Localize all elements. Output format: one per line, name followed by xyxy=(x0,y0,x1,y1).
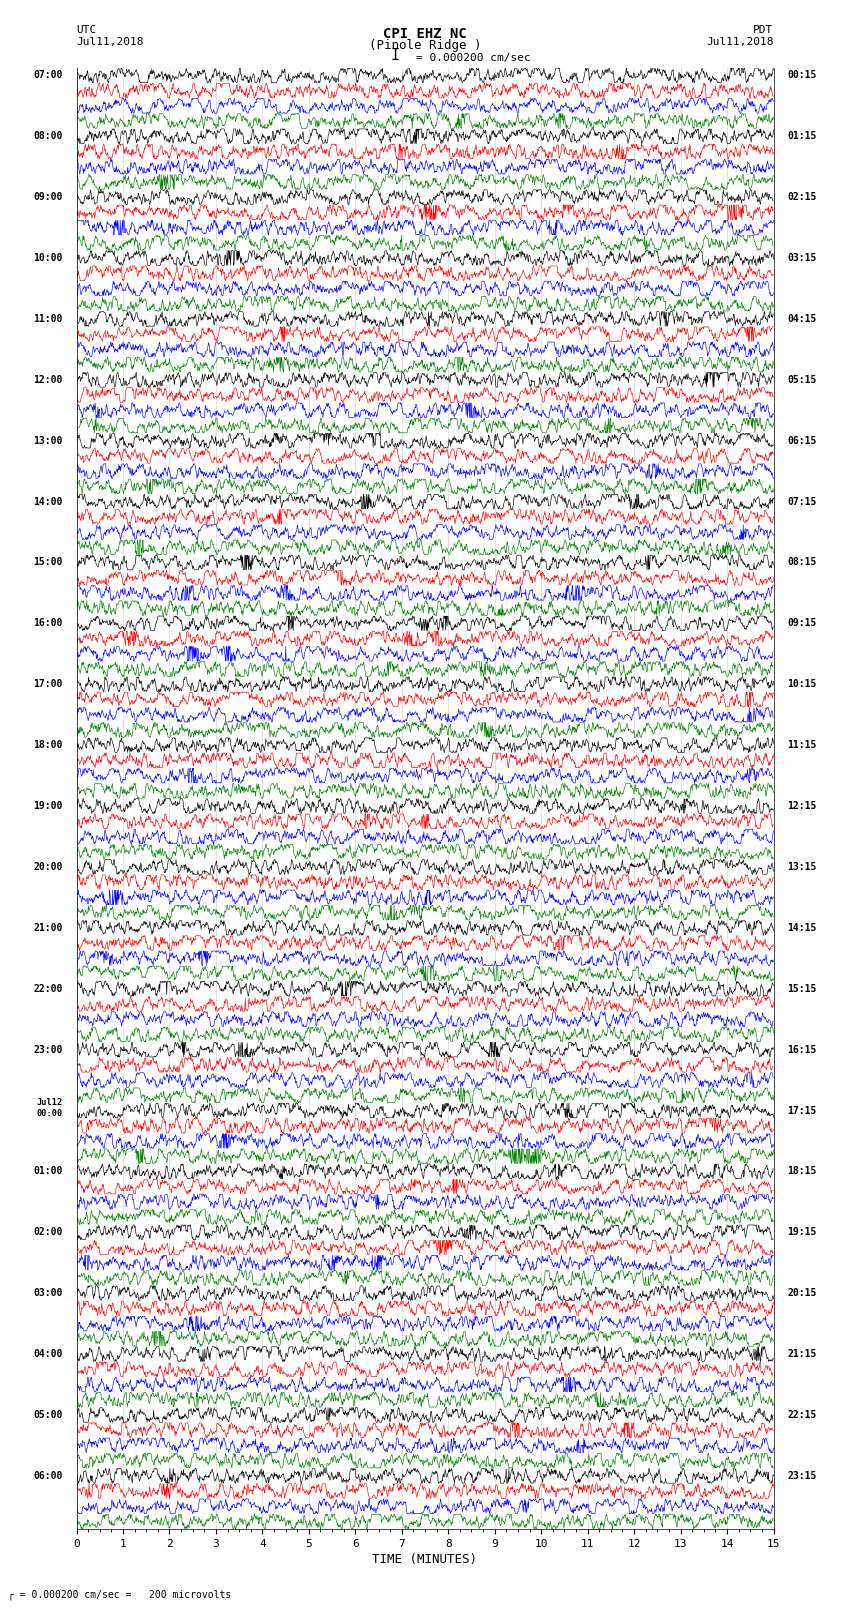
Text: 18:15: 18:15 xyxy=(787,1166,817,1176)
Text: 23:15: 23:15 xyxy=(787,1471,817,1481)
Text: PDT: PDT xyxy=(753,26,774,35)
Text: 00:15: 00:15 xyxy=(787,71,817,81)
Text: 09:15: 09:15 xyxy=(787,618,817,629)
Text: 13:00: 13:00 xyxy=(33,436,63,445)
Text: 12:15: 12:15 xyxy=(787,802,817,811)
Text: 17:00: 17:00 xyxy=(33,679,63,689)
X-axis label: TIME (MINUTES): TIME (MINUTES) xyxy=(372,1553,478,1566)
Text: = 0.000200 cm/sec: = 0.000200 cm/sec xyxy=(416,53,531,63)
Text: UTC: UTC xyxy=(76,26,97,35)
Text: 06:15: 06:15 xyxy=(787,436,817,445)
Text: 01:00: 01:00 xyxy=(33,1166,63,1176)
Text: 22:00: 22:00 xyxy=(33,984,63,994)
Text: 10:15: 10:15 xyxy=(787,679,817,689)
Text: 15:15: 15:15 xyxy=(787,984,817,994)
Text: 00:00: 00:00 xyxy=(37,1110,63,1118)
Text: Jul12: Jul12 xyxy=(37,1098,63,1108)
Text: ┌ = 0.000200 cm/sec =   200 microvolts: ┌ = 0.000200 cm/sec = 200 microvolts xyxy=(8,1589,232,1600)
Text: 14:00: 14:00 xyxy=(33,497,63,506)
Text: 03:15: 03:15 xyxy=(787,253,817,263)
Text: 21:15: 21:15 xyxy=(787,1348,817,1360)
Text: 16:15: 16:15 xyxy=(787,1045,817,1055)
Text: 06:00: 06:00 xyxy=(33,1471,63,1481)
Text: Jul11,2018: Jul11,2018 xyxy=(76,37,144,47)
Text: 12:00: 12:00 xyxy=(33,374,63,386)
Text: 08:00: 08:00 xyxy=(33,131,63,142)
Text: 11:00: 11:00 xyxy=(33,315,63,324)
Text: (Pinole Ridge ): (Pinole Ridge ) xyxy=(369,39,481,52)
Text: 05:00: 05:00 xyxy=(33,1410,63,1419)
Text: 17:15: 17:15 xyxy=(787,1105,817,1116)
Text: 23:00: 23:00 xyxy=(33,1045,63,1055)
Text: 02:00: 02:00 xyxy=(33,1227,63,1237)
Text: I: I xyxy=(391,48,399,63)
Text: 20:00: 20:00 xyxy=(33,861,63,873)
Text: 19:15: 19:15 xyxy=(787,1227,817,1237)
Text: 07:00: 07:00 xyxy=(33,71,63,81)
Text: 02:15: 02:15 xyxy=(787,192,817,202)
Text: 04:00: 04:00 xyxy=(33,1348,63,1360)
Text: 10:00: 10:00 xyxy=(33,253,63,263)
Text: 19:00: 19:00 xyxy=(33,802,63,811)
Text: 22:15: 22:15 xyxy=(787,1410,817,1419)
Text: 21:00: 21:00 xyxy=(33,923,63,932)
Text: 09:00: 09:00 xyxy=(33,192,63,202)
Text: 11:15: 11:15 xyxy=(787,740,817,750)
Text: 16:00: 16:00 xyxy=(33,618,63,629)
Text: 07:15: 07:15 xyxy=(787,497,817,506)
Text: 03:00: 03:00 xyxy=(33,1289,63,1298)
Text: 20:15: 20:15 xyxy=(787,1289,817,1298)
Text: 13:15: 13:15 xyxy=(787,861,817,873)
Text: CPI EHZ NC: CPI EHZ NC xyxy=(383,27,467,40)
Text: 15:00: 15:00 xyxy=(33,558,63,568)
Text: 01:15: 01:15 xyxy=(787,131,817,142)
Text: 05:15: 05:15 xyxy=(787,374,817,386)
Text: 08:15: 08:15 xyxy=(787,558,817,568)
Text: 14:15: 14:15 xyxy=(787,923,817,932)
Text: 18:00: 18:00 xyxy=(33,740,63,750)
Text: 04:15: 04:15 xyxy=(787,315,817,324)
Text: Jul11,2018: Jul11,2018 xyxy=(706,37,774,47)
